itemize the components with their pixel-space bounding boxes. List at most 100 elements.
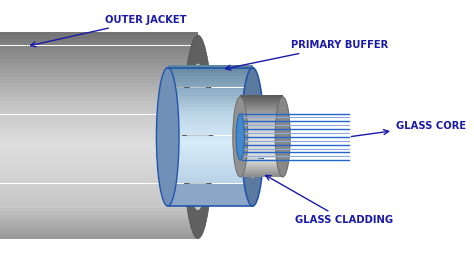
- FancyBboxPatch shape: [0, 163, 198, 166]
- FancyBboxPatch shape: [0, 132, 198, 135]
- Text: GLASS CORE: GLASS CORE: [351, 121, 466, 137]
- Text: PRIMARY BUFFER: PRIMARY BUFFER: [226, 40, 388, 70]
- FancyBboxPatch shape: [0, 225, 198, 228]
- Ellipse shape: [236, 114, 245, 160]
- FancyBboxPatch shape: [240, 158, 283, 161]
- FancyBboxPatch shape: [240, 163, 283, 165]
- FancyBboxPatch shape: [0, 97, 198, 101]
- FancyBboxPatch shape: [0, 118, 198, 121]
- FancyBboxPatch shape: [168, 99, 253, 102]
- FancyBboxPatch shape: [168, 201, 253, 203]
- FancyBboxPatch shape: [0, 159, 198, 163]
- FancyBboxPatch shape: [168, 79, 253, 82]
- FancyBboxPatch shape: [168, 150, 253, 153]
- FancyBboxPatch shape: [168, 87, 253, 90]
- FancyBboxPatch shape: [0, 66, 198, 70]
- FancyBboxPatch shape: [240, 124, 283, 126]
- FancyBboxPatch shape: [0, 87, 198, 90]
- FancyBboxPatch shape: [240, 136, 283, 138]
- FancyBboxPatch shape: [0, 221, 198, 225]
- FancyBboxPatch shape: [0, 111, 198, 114]
- FancyBboxPatch shape: [0, 32, 198, 35]
- FancyBboxPatch shape: [240, 111, 283, 113]
- FancyBboxPatch shape: [168, 102, 253, 104]
- FancyBboxPatch shape: [240, 138, 283, 140]
- FancyBboxPatch shape: [0, 177, 198, 180]
- FancyBboxPatch shape: [240, 113, 283, 115]
- FancyBboxPatch shape: [168, 186, 253, 189]
- FancyBboxPatch shape: [0, 139, 198, 142]
- FancyBboxPatch shape: [168, 93, 253, 96]
- FancyBboxPatch shape: [240, 140, 283, 142]
- FancyBboxPatch shape: [0, 63, 198, 66]
- FancyBboxPatch shape: [240, 175, 283, 177]
- FancyBboxPatch shape: [0, 166, 198, 170]
- FancyBboxPatch shape: [0, 187, 198, 190]
- FancyBboxPatch shape: [240, 126, 283, 128]
- FancyBboxPatch shape: [168, 82, 253, 85]
- FancyBboxPatch shape: [0, 232, 198, 235]
- FancyBboxPatch shape: [0, 35, 198, 39]
- Text: GLASS CLADDING: GLASS CLADDING: [266, 176, 393, 225]
- FancyBboxPatch shape: [168, 189, 253, 192]
- FancyBboxPatch shape: [240, 165, 283, 167]
- FancyBboxPatch shape: [168, 90, 253, 93]
- FancyBboxPatch shape: [168, 133, 253, 136]
- Text: OUTER JACKET: OUTER JACKET: [31, 15, 187, 47]
- FancyBboxPatch shape: [0, 184, 198, 187]
- FancyBboxPatch shape: [168, 110, 253, 113]
- FancyBboxPatch shape: [168, 172, 253, 175]
- FancyBboxPatch shape: [0, 201, 198, 204]
- FancyBboxPatch shape: [240, 103, 283, 105]
- FancyBboxPatch shape: [168, 167, 253, 169]
- FancyBboxPatch shape: [0, 204, 198, 208]
- FancyBboxPatch shape: [240, 150, 283, 152]
- FancyBboxPatch shape: [168, 70, 253, 73]
- FancyBboxPatch shape: [168, 147, 253, 150]
- FancyBboxPatch shape: [240, 99, 283, 101]
- FancyBboxPatch shape: [168, 184, 253, 186]
- FancyBboxPatch shape: [0, 73, 198, 76]
- FancyBboxPatch shape: [168, 116, 253, 119]
- Ellipse shape: [156, 68, 179, 206]
- FancyBboxPatch shape: [240, 157, 283, 158]
- Ellipse shape: [246, 95, 259, 178]
- FancyBboxPatch shape: [240, 142, 283, 144]
- FancyBboxPatch shape: [0, 80, 198, 83]
- FancyBboxPatch shape: [168, 158, 253, 161]
- FancyBboxPatch shape: [0, 56, 198, 59]
- FancyBboxPatch shape: [240, 144, 283, 146]
- FancyBboxPatch shape: [0, 90, 198, 94]
- FancyBboxPatch shape: [168, 153, 253, 155]
- FancyBboxPatch shape: [240, 101, 283, 103]
- FancyBboxPatch shape: [0, 101, 198, 104]
- FancyBboxPatch shape: [0, 128, 198, 132]
- FancyBboxPatch shape: [0, 77, 198, 80]
- FancyBboxPatch shape: [240, 128, 283, 130]
- FancyBboxPatch shape: [0, 156, 198, 159]
- FancyBboxPatch shape: [240, 115, 283, 117]
- FancyBboxPatch shape: [0, 173, 198, 177]
- FancyBboxPatch shape: [240, 134, 283, 136]
- FancyBboxPatch shape: [0, 218, 198, 221]
- FancyBboxPatch shape: [0, 108, 198, 111]
- FancyBboxPatch shape: [168, 195, 253, 198]
- Ellipse shape: [241, 68, 264, 206]
- FancyBboxPatch shape: [168, 130, 253, 133]
- FancyBboxPatch shape: [168, 136, 253, 138]
- FancyBboxPatch shape: [168, 203, 253, 206]
- FancyBboxPatch shape: [0, 149, 198, 152]
- FancyBboxPatch shape: [0, 142, 198, 146]
- FancyBboxPatch shape: [240, 146, 283, 148]
- FancyBboxPatch shape: [240, 171, 283, 173]
- FancyBboxPatch shape: [0, 153, 198, 156]
- Ellipse shape: [187, 64, 209, 210]
- FancyBboxPatch shape: [240, 154, 283, 156]
- FancyBboxPatch shape: [168, 198, 253, 200]
- FancyBboxPatch shape: [240, 148, 283, 150]
- FancyBboxPatch shape: [168, 68, 253, 70]
- FancyBboxPatch shape: [168, 85, 253, 87]
- FancyBboxPatch shape: [240, 105, 283, 107]
- FancyBboxPatch shape: [168, 73, 253, 76]
- FancyBboxPatch shape: [0, 180, 198, 183]
